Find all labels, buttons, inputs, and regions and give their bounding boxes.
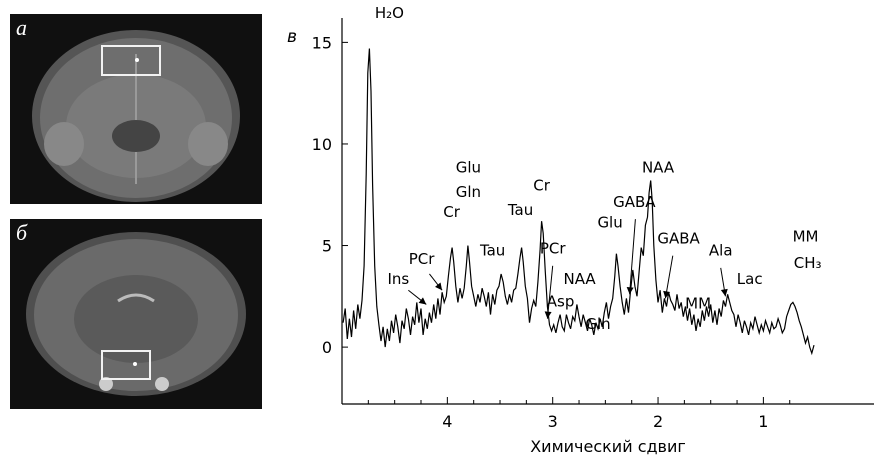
peak-label: NAA xyxy=(563,270,596,288)
peak-label: H₂O xyxy=(375,4,404,22)
panel-label-c: в xyxy=(287,27,297,47)
peak-label: Ala xyxy=(709,242,733,260)
x-tick-label: 1 xyxy=(758,412,768,431)
peak-label: Gln xyxy=(585,315,610,333)
peak-label: NAA xyxy=(642,158,675,176)
peak-label: CH₃ xyxy=(794,254,822,272)
chart-axes xyxy=(341,18,874,405)
spectrum-line xyxy=(342,48,815,356)
mri-image-a: а xyxy=(10,14,262,204)
peak-label: Glu xyxy=(456,158,481,176)
arrow-head xyxy=(544,311,552,319)
arrow-head xyxy=(435,282,443,291)
mri-brain-coronal-a xyxy=(10,14,262,204)
peak-label: GABA xyxy=(657,230,700,248)
peak-label: GABA xyxy=(613,193,656,211)
peak-label: PCr xyxy=(409,250,436,268)
voxel-box-a xyxy=(101,45,161,76)
panel-label-a: а xyxy=(16,15,27,40)
mri-brain-coronal-b xyxy=(10,219,262,409)
peak-arrows xyxy=(408,219,728,319)
peak-label: Glu xyxy=(597,213,622,231)
arrow-line xyxy=(546,265,554,319)
peak-label: MM xyxy=(793,227,819,245)
peak-label: MM xyxy=(685,295,711,313)
panel-label-b: б xyxy=(16,220,28,245)
y-tick-label: 10 xyxy=(312,135,332,154)
peak-label: Cr xyxy=(443,203,460,221)
peak-label: Cr xyxy=(533,177,550,195)
peak-labels: H₂OCrGluGlnTauTauCrInsPCrPCrNAAAspGlnGlu… xyxy=(375,4,822,333)
peak-label: Asp xyxy=(547,292,575,310)
peak-label: PCr xyxy=(540,240,567,258)
x-axis-label: Химический сдвиг xyxy=(530,437,686,456)
y-tick-label: 5 xyxy=(322,237,332,256)
x-tick-label: 2 xyxy=(653,412,663,431)
x-tick-label: 3 xyxy=(548,412,558,431)
mri-image-b: б xyxy=(10,219,262,409)
arrow-line xyxy=(629,219,636,295)
arrow-head xyxy=(626,287,634,295)
x-tick-label: 4 xyxy=(442,412,452,431)
peak-label: Tau xyxy=(479,242,505,260)
y-tick-label: 15 xyxy=(312,33,332,52)
peak-label: Lac xyxy=(737,270,763,288)
voxel-box-b xyxy=(101,350,151,380)
arrow-head xyxy=(720,288,728,297)
peak-label: Tau xyxy=(507,201,533,219)
arrow-head xyxy=(418,297,427,305)
chart-ticks: 0 5 10 15 4 3 2 1 xyxy=(312,33,791,431)
arrow-head xyxy=(663,290,671,299)
arrow-line xyxy=(664,255,674,299)
peak-label: Gln xyxy=(456,183,481,201)
y-tick-label: 0 xyxy=(322,338,332,357)
peak-label: Ins xyxy=(387,270,409,288)
